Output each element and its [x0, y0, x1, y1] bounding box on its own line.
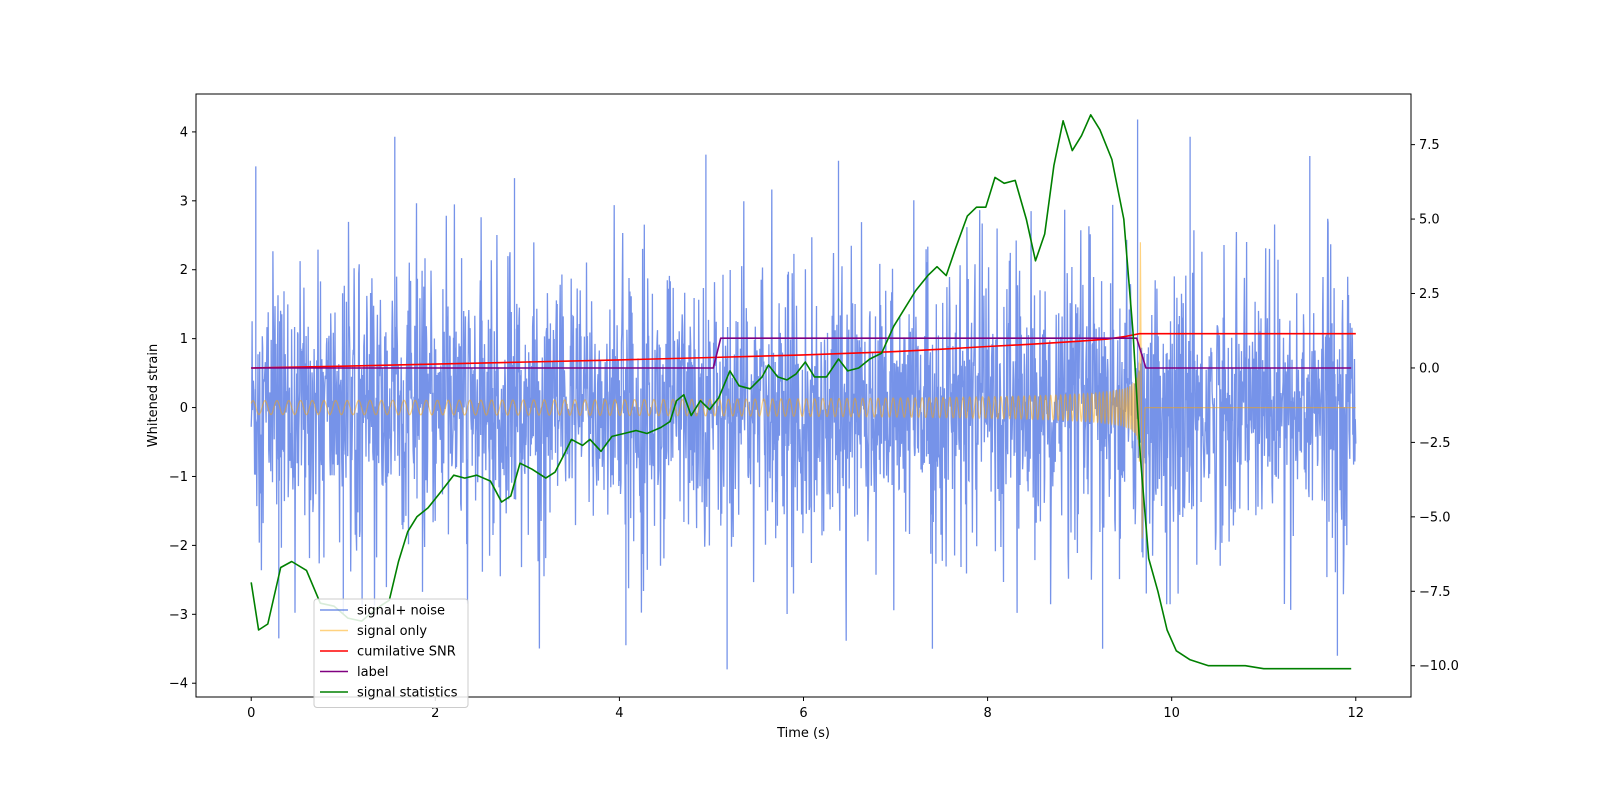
legend-entry-label: cumilative SNR — [357, 645, 456, 660]
legend-entry-label: signal statistics — [357, 686, 458, 701]
y2-tick-label: −7.5 — [1419, 585, 1451, 600]
y-tick-label: 1 — [180, 332, 188, 347]
y-tick-label: 2 — [180, 263, 188, 278]
series-signal-statistics-line — [250, 114, 1352, 670]
x-tick-label: 2 — [431, 706, 439, 721]
x-axis-label: Time (s) — [776, 726, 830, 741]
x-tick-label: 12 — [1347, 706, 1364, 721]
y-tick-label: 4 — [180, 125, 188, 140]
y-tick-label: 3 — [180, 194, 188, 209]
y2-tick-label: 0.0 — [1419, 361, 1440, 376]
series-signal-only-line — [250, 242, 1356, 539]
x-axis: 0 2 4 6 8 10 12 — [247, 697, 1364, 721]
x-tick-label: 6 — [799, 706, 807, 721]
x-tick-label: 4 — [615, 706, 623, 721]
x-tick-label: 8 — [983, 706, 991, 721]
legend-entry-label: signal only — [357, 624, 427, 639]
y-tick-label: 0 — [180, 401, 188, 416]
legend: signal+ noise signal only cumilative SNR la… — [313, 598, 469, 708]
y-tick-label: −4 — [169, 677, 188, 692]
legend-entry-label: signal+ noise — [357, 604, 445, 619]
y2-tick-label: 2.5 — [1419, 287, 1440, 302]
x-tick-label: 10 — [1163, 706, 1180, 721]
y-tick-label: −3 — [169, 608, 188, 623]
y2-tick-label: 5.0 — [1419, 213, 1440, 228]
y-tick-label: −2 — [169, 539, 188, 554]
y-axis-label: Whitened strain — [146, 344, 161, 447]
legend-entry-label: label — [357, 665, 388, 680]
y-axis-left: −4 −3 −2 −1 0 1 2 3 4 — [169, 125, 196, 692]
y2-tick-label: −2.5 — [1419, 436, 1451, 451]
y-tick-label: −1 — [169, 470, 188, 485]
y-axis-right: −10.0 −7.5 −5.0 −2.5 0.0 2.5 5.0 7.5 — [1411, 138, 1459, 674]
y2-tick-label: −5.0 — [1419, 510, 1451, 525]
legend-box — [313, 598, 469, 708]
x-tick-label: 0 — [247, 706, 255, 721]
plot-area — [250, 114, 1357, 670]
series-cumilative-snr-line — [251, 332, 1356, 369]
series-signal-noise-line — [250, 119, 1357, 670]
y2-tick-label: −10.0 — [1419, 659, 1459, 674]
y2-tick-label: 7.5 — [1419, 138, 1440, 153]
series-label-line — [251, 337, 1352, 369]
